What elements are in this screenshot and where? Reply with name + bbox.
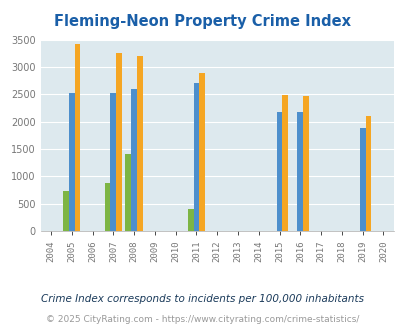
Bar bbox=[303, 96, 308, 231]
Bar bbox=[297, 112, 303, 231]
Bar bbox=[276, 112, 282, 231]
Bar bbox=[136, 56, 143, 231]
Bar bbox=[359, 128, 364, 231]
Text: Crime Index corresponds to incidents per 100,000 inhabitants: Crime Index corresponds to incidents per… bbox=[41, 294, 364, 304]
Bar bbox=[125, 154, 131, 231]
Bar bbox=[364, 115, 371, 231]
Bar bbox=[75, 44, 80, 231]
Bar bbox=[69, 93, 75, 231]
Bar bbox=[131, 89, 136, 231]
Bar bbox=[116, 53, 122, 231]
Bar bbox=[187, 209, 193, 231]
Text: Fleming-Neon Property Crime Index: Fleming-Neon Property Crime Index bbox=[54, 14, 351, 29]
Bar bbox=[193, 83, 199, 231]
Bar bbox=[282, 95, 288, 231]
Bar bbox=[199, 73, 205, 231]
Bar bbox=[110, 93, 116, 231]
Text: © 2025 CityRating.com - https://www.cityrating.com/crime-statistics/: © 2025 CityRating.com - https://www.city… bbox=[46, 315, 359, 324]
Bar bbox=[104, 183, 110, 231]
Bar bbox=[63, 191, 69, 231]
